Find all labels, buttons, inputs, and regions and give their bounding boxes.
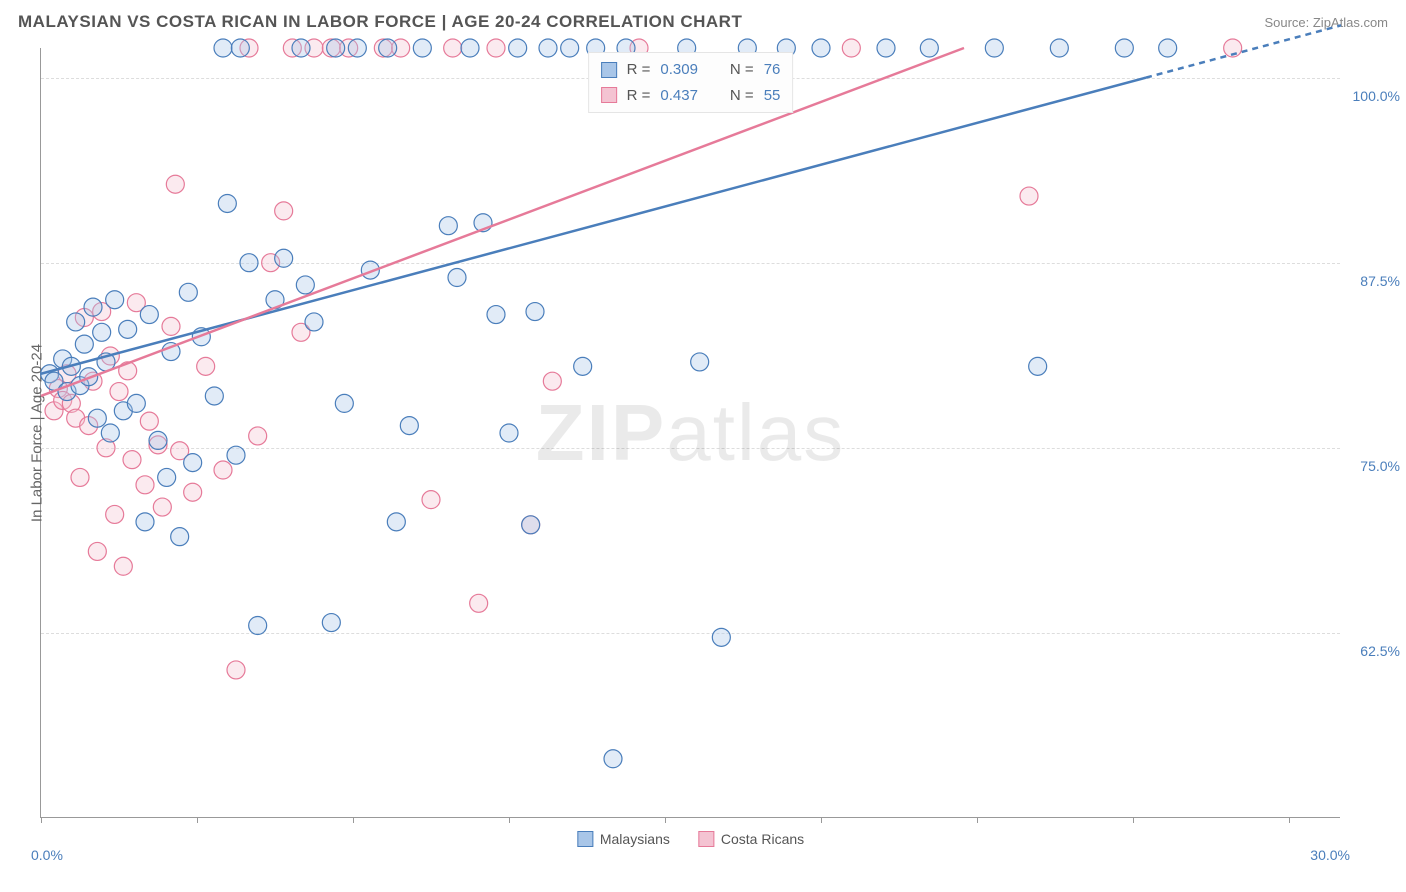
- correlation-row-2: R = 0.437 N = 55: [601, 83, 781, 109]
- x-max-label: 30.0%: [1310, 847, 1350, 863]
- swatch-malaysians-icon: [601, 62, 617, 78]
- source-text: Source: ZipAtlas.com: [1264, 15, 1388, 30]
- scatter-svg: [41, 48, 1340, 817]
- legend-item-malaysians: Malaysians: [577, 831, 670, 847]
- correlation-box: R = 0.309 N = 76 R = 0.437 N = 55: [588, 52, 794, 113]
- y-tick-label: 100.0%: [1345, 88, 1400, 104]
- x-min-label: 0.0%: [31, 847, 63, 863]
- legend-item-costaricans: Costa Ricans: [698, 831, 804, 847]
- swatch-costaricans-icon: [601, 87, 617, 103]
- y-tick-label: 62.5%: [1345, 643, 1400, 659]
- chart-title: MALAYSIAN VS COSTA RICAN IN LABOR FORCE …: [18, 12, 742, 32]
- chart-plot-area: In Labor Force | Age 20-24 62.5%75.0%87.…: [40, 48, 1340, 818]
- y-tick-label: 75.0%: [1345, 458, 1400, 474]
- y-tick-label: 87.5%: [1345, 273, 1400, 289]
- correlation-row-1: R = 0.309 N = 76: [601, 57, 781, 83]
- swatch-malaysians-icon: [577, 831, 593, 847]
- swatch-costaricans-icon: [698, 831, 714, 847]
- legend: Malaysians Costa Ricans: [577, 831, 804, 847]
